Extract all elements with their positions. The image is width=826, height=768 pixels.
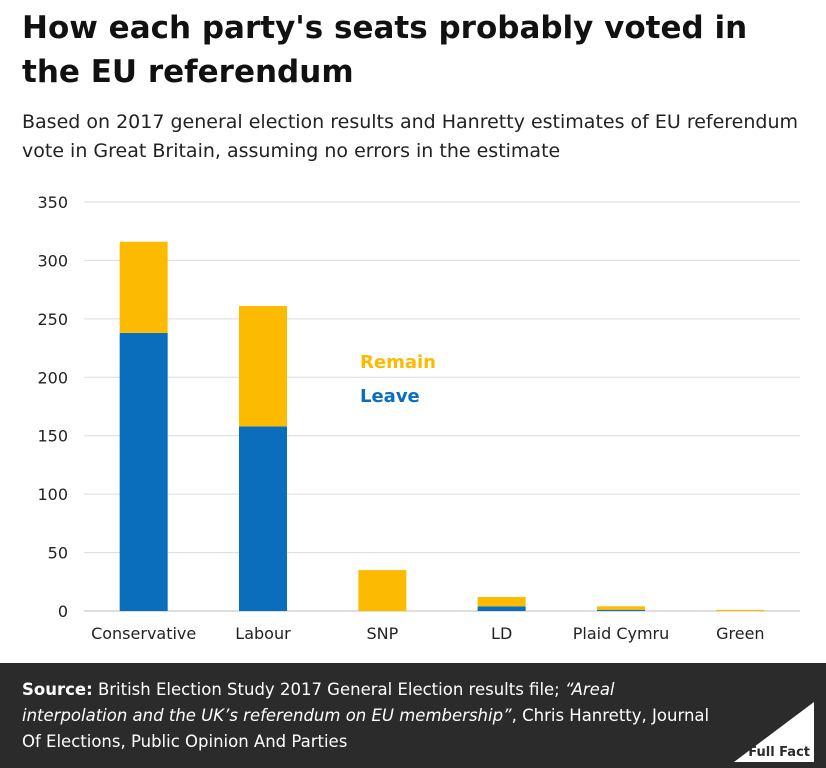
y-tick-label: 250 [37, 310, 68, 329]
bar-remain-plaid-cymru [597, 606, 645, 610]
legend-leave: Leave [360, 386, 420, 407]
y-tick-label: 100 [37, 485, 68, 504]
source-label: Source: [22, 680, 93, 699]
y-tick-label: 50 [48, 544, 68, 563]
y-tick-label: 350 [37, 193, 68, 212]
source-note: Source: British Election Study 2017 Gene… [22, 677, 722, 755]
source-text: British Election Study 2017 General Elec… [97, 680, 560, 699]
source-article: “Areal interpolation and the UK’s refere… [22, 680, 615, 725]
x-tick-label: Plaid Cymru [573, 624, 670, 643]
bar-leave-labour [239, 426, 287, 611]
bar-remain-conservative [119, 241, 168, 333]
footer: Source: British Election Study 2017 Gene… [0, 663, 826, 768]
y-tick-label: 300 [37, 251, 68, 270]
full-fact-logo-icon [734, 702, 814, 762]
bar-leave-ld [477, 606, 526, 611]
source-rest: , Chris Hanretty, Journal Of Elections, … [22, 706, 710, 751]
x-tick-label: Labour [235, 624, 291, 643]
x-tick-label: Conservative [91, 624, 196, 643]
bar-leave-conservative [119, 332, 168, 611]
bar-remain-green [716, 609, 765, 611]
bar-remain-ld [477, 596, 526, 607]
bar-chart: 0 50 100 150 200 250 300 350 Conservative Labour S… [37, 193, 800, 643]
chart-title: How each party's seats probably voted in… [22, 10, 748, 90]
legend-remain: Remain [360, 352, 436, 373]
bar-remain-labour [239, 306, 287, 427]
bar-remain-snp [358, 570, 407, 611]
chart-subtitle: Based on 2017 general election results a… [22, 111, 799, 162]
full-fact-logo-text: Full Fact [748, 745, 810, 760]
x-tick-label: SNP [366, 624, 398, 643]
y-tick-label: 200 [37, 368, 68, 387]
x-tick-label: Green [716, 624, 764, 643]
x-tick-label: LD [491, 624, 512, 643]
y-tick-label: 0 [58, 602, 68, 621]
bar-leave-plaid-cymru [597, 609, 645, 611]
y-tick-label: 150 [37, 427, 68, 446]
